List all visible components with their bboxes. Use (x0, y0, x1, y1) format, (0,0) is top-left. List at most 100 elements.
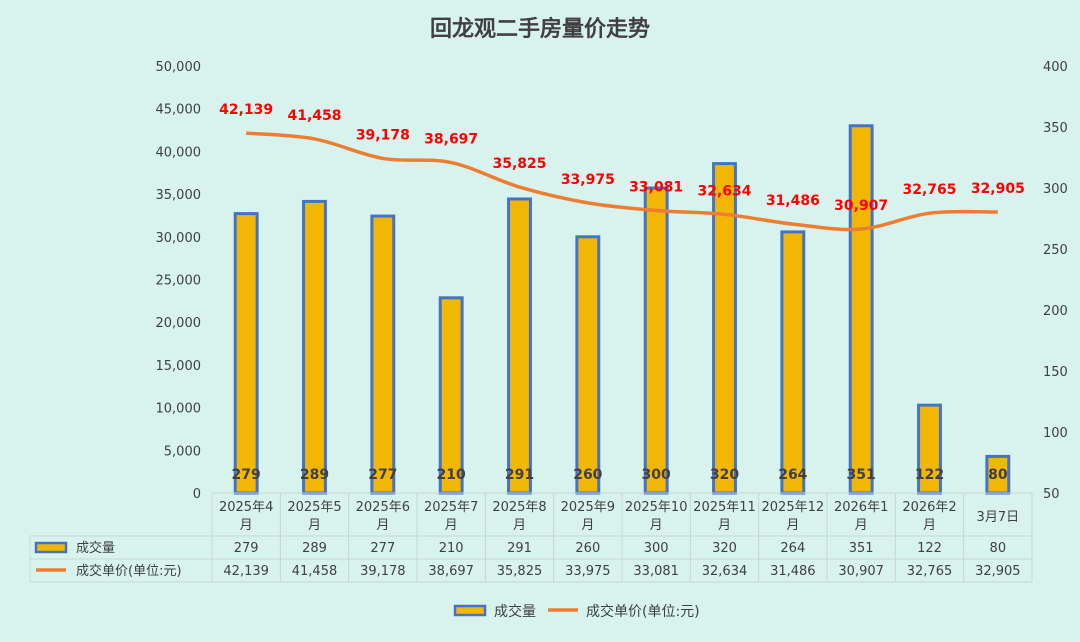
volume-data-label: 289 (300, 467, 329, 483)
volume-bar (780, 230, 806, 495)
right-axis-tick-label: 50 (1043, 487, 1060, 502)
right-axis-tick-label: 300 (1043, 182, 1068, 197)
category-label: 月 (786, 518, 799, 533)
left-axis-tick-label: 45,000 (156, 103, 202, 118)
left-axis-ticks: 0 5,000 10,000 15,000 20,000 25,000 30,000 35,0… (156, 60, 202, 502)
left-axis-tick-label: 10,000 (156, 402, 202, 417)
table-volume-value: 210 (439, 541, 464, 556)
table-volume-value: 289 (302, 541, 327, 556)
category-label: 2025年10 (625, 500, 688, 515)
volume-bar (848, 124, 874, 495)
category-label: 月 (376, 518, 389, 533)
table-volume-value: 291 (507, 541, 532, 556)
left-axis-tick-label: 0 (193, 487, 201, 502)
volume-data-label: 122 (915, 467, 944, 483)
category-label: 月 (513, 518, 526, 533)
price-data-label: 35,825 (492, 156, 546, 172)
category-label: 2025年8 (492, 500, 546, 515)
right-axis-tick-label: 150 (1043, 365, 1068, 380)
category-label: 2025年7 (424, 500, 478, 515)
volume-data-label: 279 (232, 467, 261, 483)
table-price-value: 35,825 (497, 564, 543, 579)
left-axis-tick-label: 40,000 (156, 145, 202, 160)
volume-bar (370, 214, 396, 495)
category-label: 2025年9 (561, 500, 615, 515)
right-axis-tick-label: 350 (1043, 121, 1068, 136)
price-data-label: 33,975 (561, 172, 615, 188)
table-volume-value: 122 (917, 541, 942, 556)
category-label: 月 (581, 518, 594, 533)
table-price-value: 42,139 (223, 564, 269, 579)
category-label: 2025年12 (762, 500, 825, 515)
left-axis-tick-label: 35,000 (156, 188, 202, 203)
volume-data-label: 291 (505, 467, 534, 483)
table-price-value: 32,905 (975, 564, 1021, 579)
category-label: 2026年2 (902, 500, 956, 515)
volume-data-label: 80 (988, 467, 1008, 483)
price-data-label: 32,765 (902, 182, 956, 198)
category-label: 月 (240, 518, 253, 533)
right-axis-tick-label: 250 (1043, 243, 1068, 258)
table-volume-value: 300 (644, 541, 669, 556)
price-line (246, 131, 998, 232)
volume-bar (643, 186, 669, 495)
price-data-label: 32,905 (971, 181, 1025, 197)
price-data-label: 41,458 (287, 108, 341, 124)
category-label: 月 (445, 518, 458, 533)
table-price-value: 39,178 (360, 564, 406, 579)
legend-price-label: 成交单价(单位:元) (586, 603, 700, 620)
volume-bar (507, 197, 532, 495)
table-price-value: 38,697 (428, 564, 474, 579)
table-price-value: 33,081 (633, 564, 679, 579)
table-volume-value: 264 (780, 541, 805, 556)
left-axis-tick-label: 50,000 (156, 60, 202, 75)
category-label: 2025年6 (356, 500, 410, 515)
price-data-label: 30,907 (834, 198, 888, 214)
table-volume-key (34, 541, 68, 554)
table-volume-value: 277 (370, 541, 395, 556)
volume-bar (302, 199, 327, 495)
category-label: 月 (718, 518, 731, 533)
data-table: 2025年4 月 2025年5 月 2025年6 月 2025年7 月 2025年8 月 2025年… (29, 492, 1033, 583)
table-price-value: 30,907 (838, 564, 884, 579)
left-axis-tick-label: 15,000 (156, 359, 202, 374)
right-axis-tick-label: 200 (1043, 304, 1068, 319)
table-volume-value: 351 (849, 541, 874, 556)
volume-data-label: 277 (368, 467, 397, 483)
price-data-label: 39,178 (356, 127, 410, 143)
table-price-value: 32,634 (702, 564, 748, 579)
category-label: 2025年4 (219, 500, 273, 515)
table-price-value: 31,486 (770, 564, 816, 579)
legend-volume-label: 成交量 (494, 603, 536, 620)
left-axis-tick-label: 5,000 (164, 444, 201, 459)
category-label: 月 (308, 518, 321, 533)
table-volume-value: 80 (990, 541, 1007, 556)
table-volume-value: 279 (234, 541, 259, 556)
right-axis-tick-label: 100 (1043, 426, 1068, 441)
price-data-label: 38,697 (424, 132, 478, 148)
price-data-labels: 42,139 41,458 39,178 38,697 35,825 33,975 33,0… (219, 102, 1025, 214)
category-label: 月 (923, 518, 936, 533)
category-label: 3月7日 (977, 510, 1020, 525)
volume-data-label: 264 (778, 467, 807, 483)
category-label: 2025年5 (287, 500, 341, 515)
volume-bar (575, 235, 601, 495)
table-row-label: 成交量 (76, 540, 115, 556)
volume-data-labels: 279 289 277 210 291 260 300 320 264 351 122 80 (232, 467, 1008, 483)
right-axis-tick-label: 400 (1043, 60, 1068, 75)
volume-data-label: 351 (847, 467, 876, 483)
left-axis-tick-label: 25,000 (156, 274, 202, 289)
price-data-label: 42,139 (219, 102, 273, 118)
price-data-label: 31,486 (766, 193, 820, 209)
legend: 成交量 成交单价(单位:元) (453, 603, 700, 620)
volume-bar (438, 296, 464, 495)
table-price-value: 33,975 (565, 564, 611, 579)
legend-volume-key (453, 604, 487, 617)
volume-data-label: 210 (437, 467, 466, 483)
chart-title: 回龙观二手房量价走势 (430, 16, 650, 42)
table-volume-value: 260 (575, 541, 600, 556)
volume-bar (233, 212, 259, 495)
volume-data-label: 300 (642, 467, 671, 483)
price-series-line (246, 131, 998, 232)
